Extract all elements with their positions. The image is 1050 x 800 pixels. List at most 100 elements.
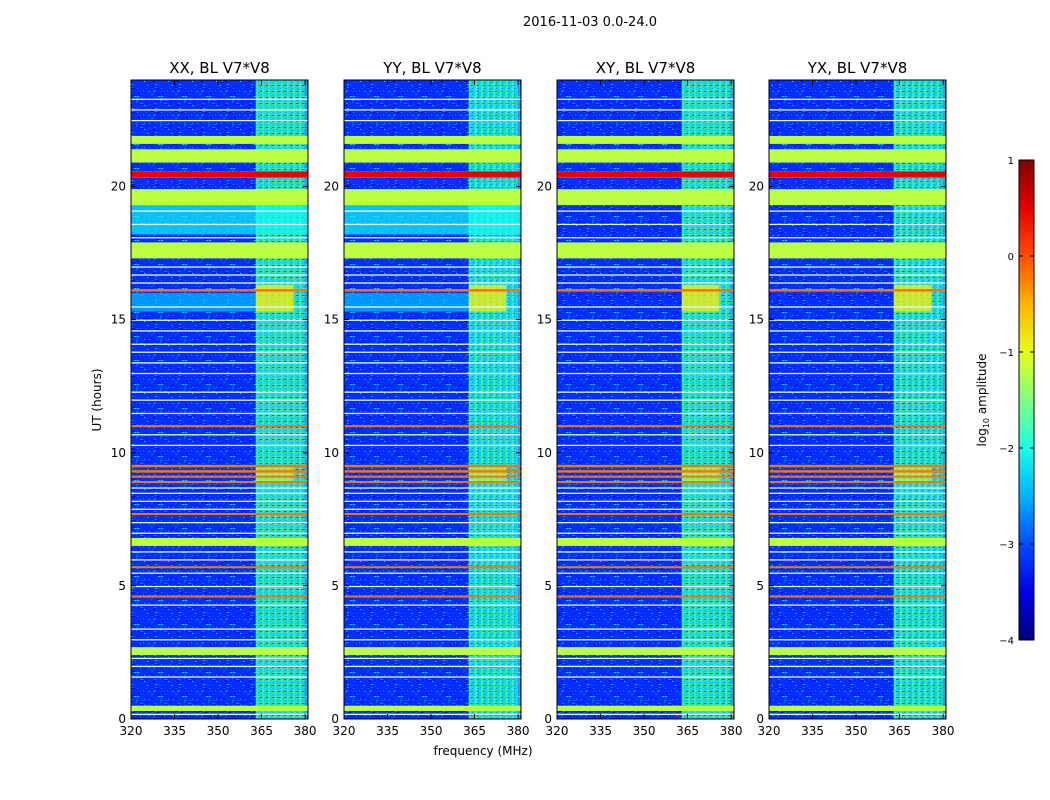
y-tick-label: 15: [111, 313, 126, 327]
plot-frame: [130, 79, 309, 720]
colorbar-tick-label: −1: [999, 348, 1014, 359]
heatmap-image: [769, 80, 946, 719]
colorbar-label-prefix: log: [975, 428, 989, 446]
flag-line: [344, 676, 521, 678]
flag-line: [344, 210, 521, 212]
flag-line: [131, 210, 308, 212]
flag-line: [769, 665, 946, 668]
x-tick-label: 320: [758, 724, 781, 738]
rfi-line: [557, 595, 734, 598]
bright-band: [557, 135, 734, 144]
x-tick-label: 380: [720, 724, 743, 738]
colorbar-tick-label: −2: [999, 444, 1014, 455]
flag-line: [344, 628, 521, 630]
flag-line: [769, 351, 946, 353]
y-tick-label: 0: [756, 712, 764, 726]
flag-line: [557, 210, 734, 212]
flag-line: [131, 492, 308, 494]
bright-band: [557, 149, 734, 163]
flag-line: [769, 237, 946, 239]
x-tick-label: 365: [250, 724, 273, 738]
flag-line: [131, 604, 308, 606]
flag-line: [557, 492, 734, 494]
plot-frame: [343, 79, 522, 720]
rfi-block: [681, 466, 720, 483]
flag-line: [557, 500, 734, 502]
rfi-line: [131, 475, 308, 478]
y-tick-label: 10: [111, 446, 126, 460]
flag-line: [769, 508, 946, 510]
y-tick-label: 5: [544, 579, 552, 593]
flag-line: [131, 639, 308, 641]
rfi-line: [769, 425, 946, 428]
x-tick-label: 320: [120, 724, 143, 738]
bright-band: [131, 149, 308, 163]
x-tick-label: 320: [546, 724, 569, 738]
flag-line: [131, 372, 308, 375]
flag-line: [557, 628, 734, 630]
x-tick-label: 335: [589, 724, 612, 738]
flag-line: [344, 532, 521, 534]
flag-line: [769, 266, 946, 268]
flag-line: [344, 412, 521, 415]
rfi-line: [557, 289, 734, 292]
x-tick-label: 350: [207, 724, 230, 738]
flag-line: [557, 676, 734, 678]
rfi-line: [344, 512, 521, 515]
flag-line: [557, 665, 734, 668]
flag-line: [769, 98, 946, 100]
flag-line: [131, 585, 308, 588]
rfi-line: [557, 425, 734, 428]
flag-line: [344, 399, 521, 401]
rfi-line: [131, 566, 308, 569]
flag-line: [344, 713, 521, 715]
flag-line: [769, 713, 946, 715]
flag-line: [769, 210, 946, 212]
flag-line: [769, 551, 946, 553]
x-tick-label: 380: [294, 724, 317, 738]
bright-band: [344, 149, 521, 163]
flag-line: [769, 343, 946, 345]
rfi-line: [131, 512, 308, 515]
y-tick-label: 0: [118, 712, 126, 726]
flag-line: [769, 500, 946, 502]
plot-frame: [768, 79, 947, 720]
flag-line: [769, 362, 946, 364]
flag-line: [557, 657, 734, 660]
flag-line: [131, 109, 308, 111]
diffuse-band: [131, 293, 256, 312]
flag-line: [769, 274, 946, 276]
rfi-line: [131, 595, 308, 598]
flag-line: [344, 330, 521, 332]
rfi-line: [769, 512, 946, 515]
flag-line: [557, 532, 734, 534]
bright-band: [344, 537, 521, 546]
flag-line: [557, 223, 734, 226]
flag-line: [344, 551, 521, 553]
flag-line: [131, 319, 308, 321]
bright-band: [769, 135, 946, 144]
y-tick-label: 20: [111, 180, 126, 194]
flag-line: [131, 434, 308, 436]
rfi-block: [893, 466, 932, 483]
rfi-block: [468, 285, 507, 312]
rfi-line: [344, 481, 521, 484]
colorbar-tick-label: 0: [1008, 252, 1014, 263]
x-tick-label: 335: [376, 724, 399, 738]
x-tick-label: 365: [676, 724, 699, 738]
colorbar-label-sub: 10: [982, 418, 991, 428]
flag-line: [131, 657, 308, 660]
rfi-line: [769, 470, 946, 473]
bright-band: [131, 189, 308, 206]
bright-band: [344, 242, 521, 259]
y-tick-label: 5: [118, 579, 126, 593]
flag-line: [769, 330, 946, 332]
bright-band: [557, 537, 734, 546]
flag-line: [344, 237, 521, 239]
flag-line: [344, 372, 521, 375]
y-tick-label: 10: [749, 446, 764, 460]
bright-band: [769, 242, 946, 259]
y-tick-label: 0: [544, 712, 552, 726]
rfi-line: [769, 289, 946, 292]
